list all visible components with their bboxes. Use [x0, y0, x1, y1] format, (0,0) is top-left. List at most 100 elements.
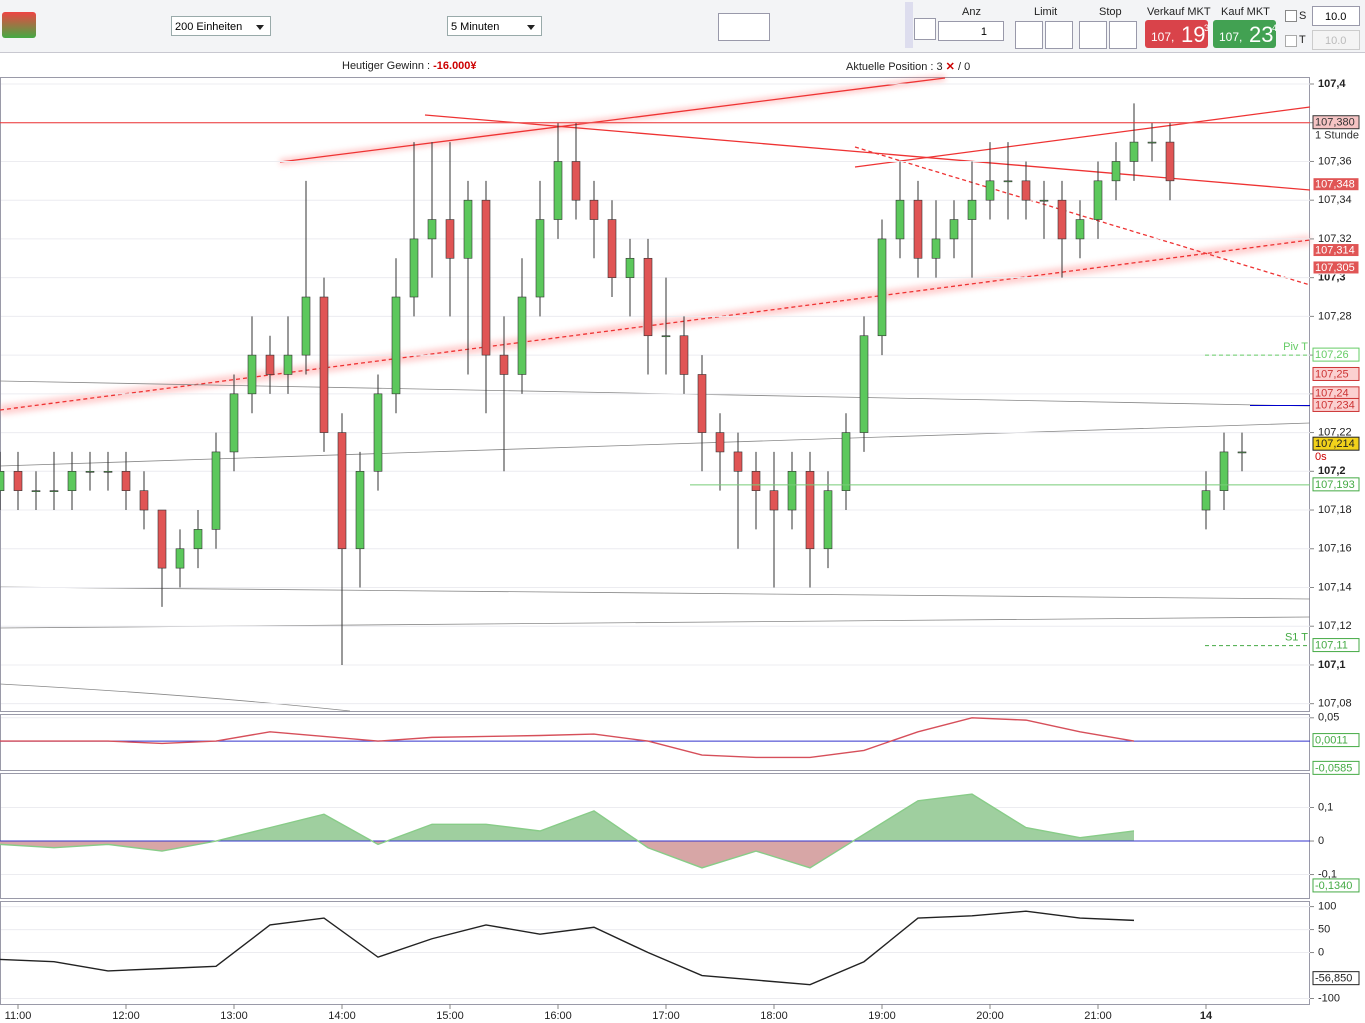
y-tick-label: 107,08	[1318, 698, 1352, 710]
gray-curve	[0, 683, 351, 712]
candle-body	[985, 180, 995, 201]
qty-input[interactable]: 1	[938, 21, 1004, 41]
buy-price-sup: 4	[1272, 23, 1278, 33]
x-tick-label: 21:00	[1084, 1010, 1112, 1022]
t-label: T	[1299, 34, 1306, 46]
collapse[interactable]	[905, 2, 913, 48]
y-tick-label: 107,14	[1318, 581, 1352, 593]
candle-body	[823, 490, 833, 550]
candle-body	[1003, 180, 1013, 183]
sell-label: Verkauf MKT	[1147, 6, 1211, 18]
x-tick-label: 11:00	[5, 1010, 32, 1022]
candle-body	[643, 257, 653, 337]
price-marker-label: 107,214	[1315, 438, 1355, 450]
candle-body	[1201, 490, 1211, 511]
y-tick-label: 0	[1318, 946, 1324, 958]
candle-body	[247, 354, 257, 395]
y-tick-label: 107,16	[1318, 543, 1352, 555]
candle-body	[1039, 199, 1049, 202]
candle-body	[409, 238, 419, 298]
candle-body	[67, 470, 77, 491]
candle-body	[1219, 451, 1229, 491]
price-marker-label: 0,0011	[1315, 734, 1348, 746]
limit-sell[interactable]	[1045, 21, 1073, 49]
profit-value: -16.000¥	[433, 60, 477, 72]
wrench-button[interactable]	[914, 18, 936, 40]
buy-button[interactable]: 107, 23 4	[1213, 20, 1278, 48]
price-marker	[1312, 177, 1360, 192]
y-tick-label: 0,05	[1318, 712, 1339, 724]
candle-body	[0, 470, 5, 491]
profit-label: Heutiger Gewinn :	[342, 60, 434, 72]
candle-body	[751, 470, 761, 491]
y-tick-label: 107,12	[1318, 620, 1352, 632]
price-marker-label: 107,24	[1315, 388, 1349, 400]
s-label: S	[1299, 10, 1307, 22]
sell-price-sup: 3	[1204, 23, 1210, 33]
s-checkbox[interactable]	[1285, 10, 1297, 22]
trendline	[854, 146, 1311, 286]
candle-body	[1111, 161, 1121, 182]
candle-body	[373, 393, 383, 472]
sell-button[interactable]: 107, 19 3	[1145, 20, 1210, 48]
price-marker-note: 1 Stunde	[1315, 130, 1359, 142]
candle-body	[31, 490, 41, 492]
y-tick-label: 107,22	[1318, 426, 1352, 438]
indicator-button[interactable]	[718, 13, 770, 41]
candle-body	[481, 199, 491, 356]
position-sep: / 0	[957, 61, 971, 73]
candle-body	[319, 296, 329, 433]
units-select[interactable]: 200 Einheiten	[171, 16, 271, 36]
candle-body	[607, 219, 617, 278]
y-tick-label: 100	[1318, 901, 1336, 913]
candle-body	[517, 296, 527, 375]
candle-body	[859, 335, 869, 433]
t-input[interactable]: 10.0	[1312, 30, 1360, 50]
price-marker-label: 107,26	[1315, 349, 1349, 361]
candle-body	[697, 374, 707, 433]
price-marker	[1312, 243, 1360, 258]
price-marker	[1312, 733, 1360, 748]
price-marker-label: 107,348	[1315, 179, 1355, 191]
x-tick-label: 20:00	[976, 1010, 1004, 1022]
macd-frame	[0, 714, 1310, 771]
price-marker-label: 107,25	[1315, 368, 1349, 380]
candle-body	[193, 529, 203, 550]
price-marker	[1312, 638, 1360, 653]
s-input[interactable]: 10.0	[1312, 6, 1360, 26]
price-marker	[1312, 971, 1360, 986]
y-tick-label: 107,32	[1318, 233, 1352, 245]
stop-buy[interactable]	[1079, 21, 1107, 49]
x-tick-label: 15:00	[436, 1010, 464, 1022]
candle-body	[877, 238, 887, 337]
candle-body	[967, 199, 977, 220]
stop-sell[interactable]	[1109, 21, 1137, 49]
t-checkbox[interactable]	[1285, 35, 1297, 47]
price-frame	[0, 77, 1310, 712]
y-tick-label: -100	[1318, 992, 1340, 1004]
candle-body	[229, 393, 239, 453]
stop-label: Stop	[1099, 6, 1122, 18]
macd-line	[0, 717, 1135, 759]
x-tick-label: 13:00	[220, 1010, 248, 1022]
interval-select[interactable]: 5 Minuten	[447, 16, 542, 36]
y-tick-label: 107,2	[1318, 465, 1346, 477]
candle-body	[463, 199, 473, 259]
momentum-frame	[0, 773, 1310, 899]
candle-body	[913, 199, 923, 259]
gray-line	[0, 586, 1311, 600]
candle-body	[121, 470, 131, 491]
candle-body	[139, 490, 149, 511]
candle-body	[1129, 141, 1139, 162]
momentum-line	[0, 793, 1135, 869]
x-tick-label: 17:00	[652, 1010, 680, 1022]
candle-body	[1057, 199, 1067, 240]
limit-buy[interactable]	[1015, 21, 1043, 49]
candle-body	[589, 199, 599, 220]
price-marker-label: 107,380	[1315, 117, 1355, 129]
candle-body	[1021, 180, 1031, 201]
layout-icon[interactable]	[2, 12, 36, 38]
gray-line	[0, 422, 1311, 467]
candle-body	[1093, 180, 1103, 220]
profit-info: Heutiger Gewinn : -16.000¥	[342, 60, 477, 72]
